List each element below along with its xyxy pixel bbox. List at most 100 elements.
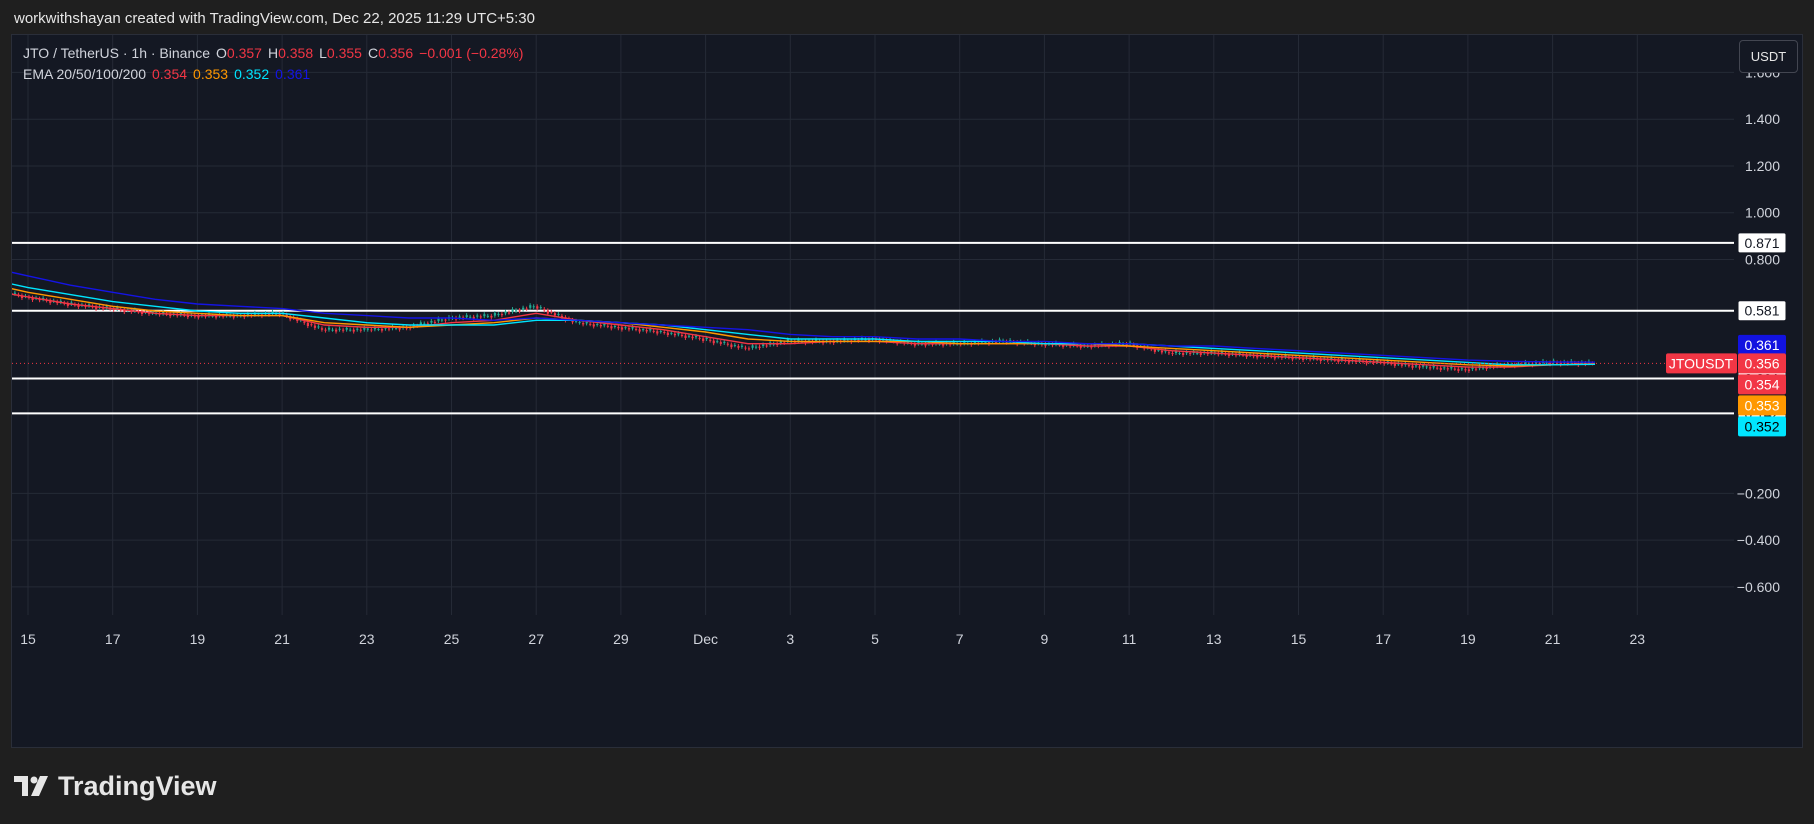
candle xyxy=(331,329,334,331)
candle xyxy=(70,302,73,304)
symbol-title[interactable]: JTO / TetherUS · 1h · Binance xyxy=(23,45,211,61)
candle xyxy=(1227,353,1231,356)
candle xyxy=(582,323,585,325)
candle xyxy=(483,314,486,317)
candle xyxy=(186,315,190,318)
candle xyxy=(1429,367,1432,369)
candle xyxy=(1549,362,1552,365)
candle xyxy=(500,314,504,316)
candle xyxy=(1517,363,1520,365)
candle xyxy=(603,323,606,326)
candle xyxy=(1160,350,1164,353)
tradingview-brand: TradingView xyxy=(58,770,217,801)
candle xyxy=(504,311,507,314)
candle xyxy=(536,306,539,309)
price-tag-label: 0.361 xyxy=(1744,337,1779,353)
ema-label[interactable]: EMA 20/50/100/200 xyxy=(23,66,146,82)
x-tick-label: 11 xyxy=(1122,631,1137,647)
candle xyxy=(631,327,634,329)
candle xyxy=(1450,366,1453,369)
candle xyxy=(387,328,391,330)
candle xyxy=(1206,353,1209,355)
candle xyxy=(359,329,362,331)
candle xyxy=(560,315,564,318)
ema100-value: 0.352 xyxy=(234,66,270,82)
candle xyxy=(589,323,592,325)
candle xyxy=(384,327,387,329)
candle xyxy=(133,309,137,311)
candle xyxy=(744,347,747,349)
y-tick-label: 1.200 xyxy=(1745,158,1780,174)
candle xyxy=(469,316,472,318)
price-chart[interactable]: 1.6001.4001.2001.0000.800−0.200−0.400−0.… xyxy=(12,35,1804,749)
candle xyxy=(1347,360,1351,363)
candle xyxy=(659,331,662,333)
candle xyxy=(1439,367,1442,370)
candle xyxy=(1245,354,1248,357)
candle xyxy=(1266,354,1269,356)
candle xyxy=(1171,353,1174,355)
candle xyxy=(1411,365,1414,368)
price-tag-label: 0.352 xyxy=(1744,418,1779,434)
candle xyxy=(924,343,927,346)
candle xyxy=(779,341,782,344)
candle xyxy=(317,326,320,328)
candle xyxy=(917,341,920,344)
candle xyxy=(215,315,218,318)
candle xyxy=(1471,367,1474,370)
candle xyxy=(973,341,977,343)
chart-panel[interactable]: 1.6001.4001.2001.0000.800−0.200−0.400−0.… xyxy=(11,34,1803,748)
candle xyxy=(366,328,369,330)
high-label: H xyxy=(267,45,279,61)
candle xyxy=(275,313,278,315)
candle xyxy=(493,312,497,316)
symbol-tag xyxy=(1666,353,1737,374)
candle xyxy=(656,331,659,334)
candle xyxy=(313,325,317,328)
low-value: 0.355 xyxy=(326,45,362,61)
candle xyxy=(1291,357,1294,360)
candle xyxy=(532,306,535,308)
candle xyxy=(645,330,648,332)
candle xyxy=(1182,353,1185,355)
candle xyxy=(575,320,578,322)
candle xyxy=(437,318,440,322)
candle xyxy=(380,328,384,331)
candle xyxy=(1199,353,1202,355)
candle xyxy=(649,328,652,331)
candle xyxy=(1153,349,1157,352)
candle xyxy=(1534,362,1538,364)
x-tick-label: 17 xyxy=(1375,631,1391,647)
price-tag xyxy=(1738,374,1786,395)
candle xyxy=(1079,345,1082,348)
candle xyxy=(677,333,680,335)
candle xyxy=(320,328,324,330)
candle xyxy=(553,313,557,316)
candle xyxy=(578,322,581,324)
candle xyxy=(352,329,355,332)
candle xyxy=(702,338,705,341)
candle xyxy=(232,315,235,318)
level-tag-label: 0.871 xyxy=(1744,235,1779,251)
candle xyxy=(585,321,588,324)
candle xyxy=(1044,343,1047,346)
candle xyxy=(116,307,119,310)
candle xyxy=(762,344,765,347)
candle xyxy=(596,324,599,326)
y-tick-label: −0.600 xyxy=(1737,579,1780,595)
candle xyxy=(1453,368,1456,370)
candle xyxy=(1210,351,1213,354)
candle xyxy=(712,340,715,344)
currency-button[interactable]: USDT xyxy=(1739,40,1798,73)
candle xyxy=(377,328,380,330)
x-tick-label: 13 xyxy=(1206,631,1222,647)
x-tick-label: 21 xyxy=(274,631,290,647)
candle xyxy=(1457,368,1460,371)
candle xyxy=(987,342,991,344)
candle xyxy=(338,328,341,330)
candle xyxy=(1302,357,1305,361)
candle xyxy=(349,329,352,331)
candle xyxy=(59,300,62,303)
ema-line-ema50 xyxy=(12,288,1596,367)
candle xyxy=(1474,368,1478,370)
